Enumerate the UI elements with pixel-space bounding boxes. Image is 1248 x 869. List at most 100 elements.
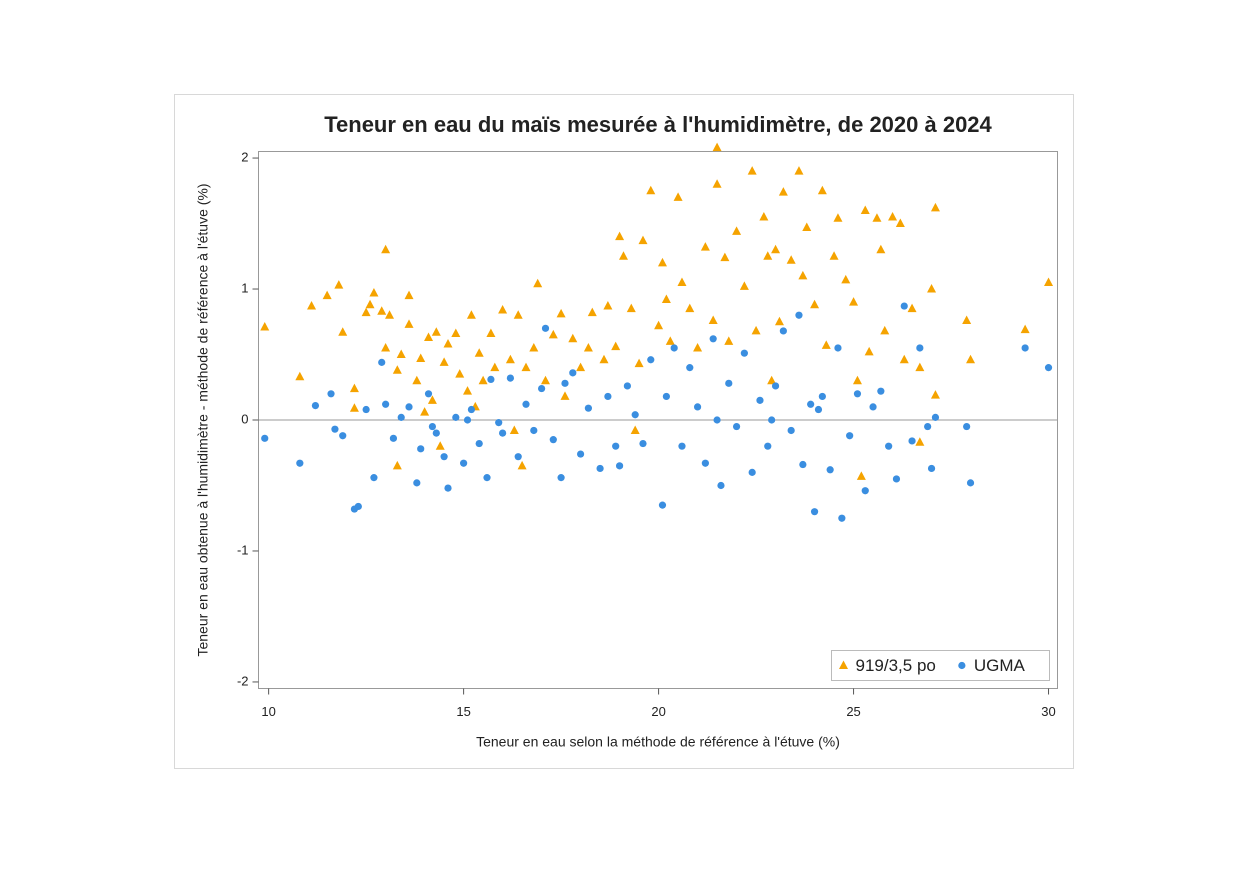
triangle-marker bbox=[693, 342, 703, 352]
triangle-marker bbox=[560, 391, 570, 400]
legend-label: UGMA bbox=[974, 656, 1026, 675]
x-tick-label: 10 bbox=[261, 704, 275, 719]
circle-marker bbox=[717, 481, 725, 490]
triangle-marker bbox=[654, 320, 664, 330]
triangle-marker bbox=[767, 375, 777, 385]
triangle-marker bbox=[876, 244, 886, 254]
triangle-marker bbox=[915, 437, 925, 446]
x-tick-label: 25 bbox=[846, 704, 860, 719]
circle-marker bbox=[892, 475, 901, 483]
triangle-marker bbox=[396, 349, 406, 359]
circle-marker bbox=[569, 369, 577, 377]
triangle-marker bbox=[498, 304, 508, 314]
triangle-marker bbox=[685, 303, 695, 313]
circle-marker bbox=[795, 311, 803, 319]
circle-marker bbox=[463, 416, 472, 424]
circle-marker bbox=[413, 479, 421, 487]
circle-marker bbox=[725, 379, 733, 387]
circle-marker bbox=[869, 403, 877, 411]
x-tick-label: 15 bbox=[456, 704, 470, 719]
triangle-marker bbox=[556, 308, 566, 318]
circle-marker bbox=[397, 413, 405, 421]
triangle-marker bbox=[392, 460, 402, 470]
triangle-marker bbox=[377, 306, 387, 315]
triangle-marker bbox=[427, 395, 437, 404]
circle-marker bbox=[966, 479, 975, 487]
circle-marker bbox=[467, 405, 476, 414]
triangle-marker bbox=[505, 354, 515, 364]
triangle-marker bbox=[486, 328, 496, 338]
triangle-marker bbox=[478, 375, 488, 385]
triangle-marker bbox=[365, 299, 375, 309]
triangle-marker bbox=[529, 342, 539, 352]
triangle-marker bbox=[665, 336, 675, 345]
circle-marker bbox=[838, 514, 846, 522]
circle-marker bbox=[931, 413, 940, 421]
circle-marker bbox=[764, 442, 772, 450]
circle-marker bbox=[370, 474, 378, 482]
triangle-marker bbox=[774, 316, 784, 326]
circle-marker bbox=[432, 429, 440, 437]
circle-marker bbox=[807, 400, 815, 408]
circle-marker bbox=[561, 379, 569, 387]
triangle-marker bbox=[568, 333, 578, 343]
triangle-marker bbox=[307, 301, 317, 310]
triangle-marker bbox=[416, 353, 426, 362]
triangle-marker bbox=[533, 278, 543, 288]
circle-marker bbox=[779, 327, 787, 335]
triangle-marker bbox=[895, 218, 905, 228]
circle-marker bbox=[701, 459, 709, 467]
triangle-marker bbox=[618, 251, 628, 260]
triangle-marker bbox=[474, 348, 484, 357]
circle-marker bbox=[756, 396, 764, 404]
triangle-marker bbox=[626, 303, 636, 313]
y-tick-label: 2 bbox=[241, 149, 248, 164]
circle-marker bbox=[487, 375, 495, 383]
triangle-marker bbox=[385, 310, 395, 319]
triangle-marker bbox=[899, 354, 909, 364]
circle-marker bbox=[596, 464, 604, 473]
circle-marker bbox=[771, 382, 780, 390]
triangle-marker bbox=[349, 383, 359, 393]
triangle-marker bbox=[603, 301, 613, 310]
circle-marker bbox=[924, 422, 932, 431]
circle-marker bbox=[549, 436, 557, 444]
triangle-marker bbox=[260, 322, 270, 331]
triangle-marker bbox=[420, 407, 430, 416]
triangle-marker bbox=[583, 342, 593, 352]
x-axis-label: Teneur en eau selon la méthode de référe… bbox=[476, 734, 840, 750]
triangle-marker bbox=[794, 166, 804, 175]
y-tick-label: 0 bbox=[241, 411, 248, 426]
circle-marker bbox=[748, 468, 756, 476]
triangle-marker bbox=[424, 332, 434, 341]
circle-marker bbox=[740, 349, 748, 357]
triangle-marker bbox=[295, 371, 305, 381]
triangle-marker bbox=[587, 307, 597, 317]
circle-marker bbox=[452, 413, 460, 421]
circle-marker bbox=[499, 429, 507, 437]
circle-marker bbox=[686, 364, 694, 372]
triangle-marker bbox=[864, 346, 874, 356]
triangle-marker bbox=[798, 270, 808, 280]
triangle-marker bbox=[521, 362, 531, 372]
circle-marker bbox=[818, 392, 826, 401]
triangle-marker bbox=[513, 310, 523, 319]
circle-marker bbox=[814, 405, 823, 414]
legend-marker bbox=[839, 660, 848, 669]
triangle-marker bbox=[490, 362, 500, 372]
triangle-marker bbox=[700, 242, 710, 251]
triangle-marker bbox=[888, 211, 898, 221]
triangle-marker bbox=[463, 386, 473, 395]
triangle-marker bbox=[927, 284, 937, 293]
triangle-marker bbox=[930, 202, 940, 212]
triangle-marker bbox=[712, 142, 722, 152]
circle-marker bbox=[261, 434, 269, 442]
x-tick-label: 20 bbox=[651, 704, 665, 719]
circle-marker bbox=[1021, 344, 1029, 352]
triangle-marker bbox=[404, 290, 414, 300]
triangle-marker bbox=[451, 328, 461, 338]
circle-marker bbox=[963, 422, 971, 431]
circle-marker bbox=[495, 419, 503, 427]
